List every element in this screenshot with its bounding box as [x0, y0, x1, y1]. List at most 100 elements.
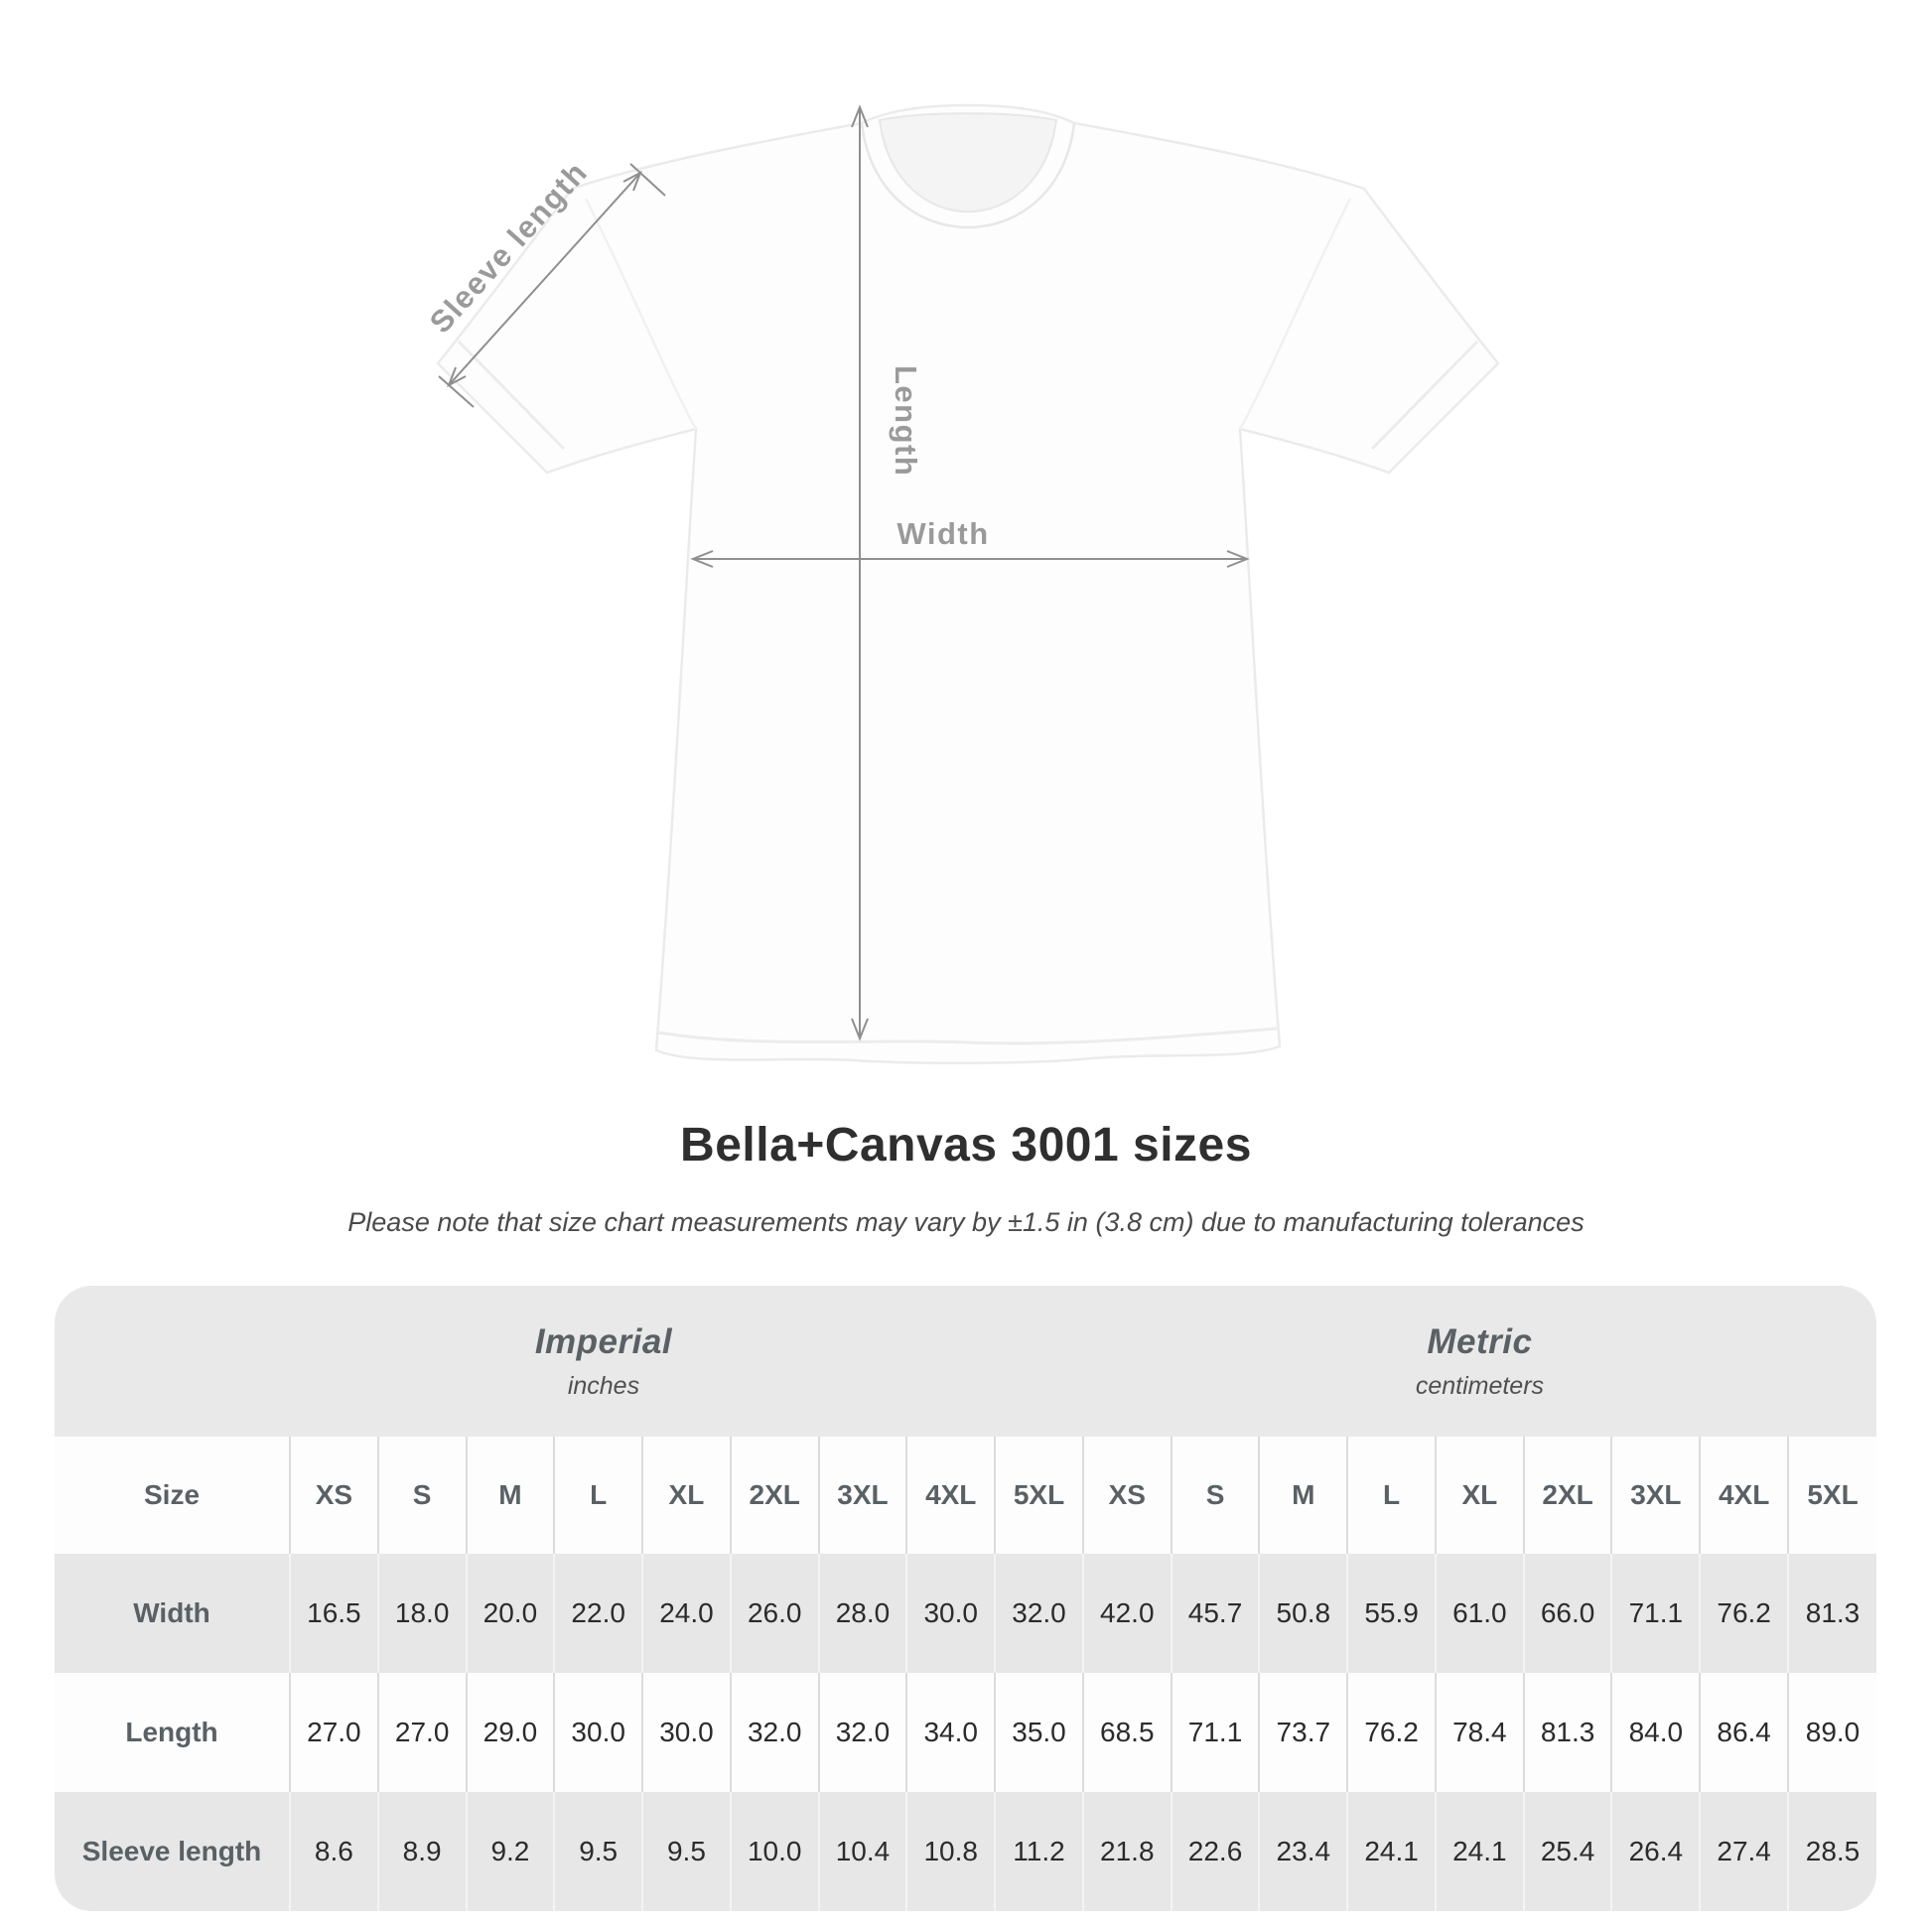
- size-table: Imperial inches Metric centimeters Size …: [55, 1286, 1876, 1911]
- value-cell: 27.4: [1699, 1792, 1789, 1911]
- value-cell: 27.0: [376, 1673, 467, 1792]
- value-cell: 9.5: [553, 1792, 643, 1911]
- size-col-header: L: [553, 1437, 643, 1554]
- metric-label: Metric: [1427, 1321, 1533, 1361]
- width-arrow-right: [1226, 550, 1250, 568]
- value-cell: 9.5: [641, 1792, 731, 1911]
- value-cell: 32.0: [994, 1554, 1083, 1673]
- row-label-sleeve-length: Sleeve length: [81, 1836, 262, 1866]
- size-col-header: 5XL: [994, 1437, 1083, 1554]
- size-col-header: L: [1346, 1437, 1436, 1554]
- length-arrow-top: [851, 104, 869, 128]
- value-cell: 24.1: [1434, 1792, 1524, 1911]
- value-cell: 20.0: [465, 1554, 555, 1673]
- value-cell: 28.5: [1787, 1792, 1876, 1911]
- value-cell: 10.4: [817, 1792, 907, 1911]
- size-col-header: XS: [289, 1437, 378, 1554]
- measurement-row: Width 16.5 18.0 20.0 22.0 24.0 26.0 28.0 30.0 32…: [55, 1554, 1876, 1673]
- value-cell: 32.0: [817, 1673, 907, 1792]
- left-cuff-fold: [457, 340, 566, 451]
- length-dimension: Length: [851, 104, 923, 1041]
- value-cell: 35.0: [994, 1673, 1083, 1792]
- size-col-header: XL: [641, 1437, 731, 1554]
- value-cell: 30.0: [905, 1554, 996, 1673]
- length-label: Length: [889, 365, 923, 477]
- measurement-row: Sleeve length 8.6 8.9 9.2 9.5 9.5 10.0 10.4 10.…: [55, 1792, 1876, 1911]
- value-cell: 8.6: [289, 1792, 378, 1911]
- size-col-header: 3XL: [817, 1437, 907, 1554]
- page-title: Bella+Canvas 3001 sizes: [680, 1119, 1252, 1172]
- size-col-header: 3XL: [1610, 1437, 1701, 1554]
- size-col-header: 2XL: [729, 1437, 819, 1554]
- size-table-container: Imperial inches Metric centimeters Size …: [55, 1286, 1876, 1911]
- value-cell: 66.0: [1522, 1554, 1612, 1673]
- length-arrow-bottom: [851, 1018, 869, 1041]
- tshirt-neck-opening: [878, 112, 1058, 213]
- value-cell: 26.4: [1610, 1792, 1701, 1911]
- tshirt-measurement-diagram: Length Width Sleeve length: [423, 103, 1500, 1065]
- measurement-row: Length 27.0 27.0 29.0 30.0 30.0 32.0 32.0 34.0 3…: [55, 1673, 1876, 1792]
- value-cell: 84.0: [1610, 1673, 1701, 1792]
- tshirt-collar-band: [860, 122, 1076, 229]
- value-cell: 29.0: [465, 1673, 555, 1792]
- value-cell: 86.4: [1699, 1673, 1789, 1792]
- value-cell: 26.0: [729, 1554, 819, 1673]
- metric-unit-label: centimeters: [1415, 1371, 1545, 1400]
- value-cell: 23.4: [1258, 1792, 1348, 1911]
- unit-header-row: Imperial inches Metric centimeters: [55, 1286, 1876, 1437]
- size-col-header: S: [376, 1437, 467, 1554]
- value-cell: 81.3: [1787, 1554, 1876, 1673]
- value-cell: 18.0: [376, 1554, 467, 1673]
- width-arrow-left: [690, 550, 714, 568]
- row-label-length: Length: [125, 1717, 218, 1747]
- value-cell: 76.2: [1699, 1554, 1789, 1673]
- tshirt-illustration: [436, 103, 1500, 1065]
- row-label-width: Width: [133, 1597, 210, 1628]
- value-cell: 8.9: [376, 1792, 467, 1911]
- size-col-header: 5XL: [1787, 1437, 1876, 1554]
- value-cell: 32.0: [729, 1673, 819, 1792]
- left-sleeve-seam: [584, 198, 698, 430]
- size-col-header: 4XL: [1699, 1437, 1789, 1554]
- value-cell: 50.8: [1258, 1554, 1348, 1673]
- value-cell: 24.0: [641, 1554, 731, 1673]
- size-col-header: XS: [1081, 1437, 1172, 1554]
- value-cell: 71.1: [1610, 1554, 1701, 1673]
- metric-group-header: Metric centimeters: [1083, 1286, 1876, 1437]
- value-cell: 25.4: [1522, 1792, 1612, 1911]
- size-col-header: S: [1170, 1437, 1260, 1554]
- value-cell: 42.0: [1081, 1554, 1172, 1673]
- value-cell: 9.2: [465, 1792, 555, 1911]
- value-cell: 81.3: [1522, 1673, 1612, 1792]
- value-cell: 22.0: [553, 1554, 643, 1673]
- value-cell: 11.2: [994, 1792, 1083, 1911]
- sleeve-cap-bottom: [438, 375, 475, 408]
- value-cell: 27.0: [289, 1673, 378, 1792]
- value-cell: 73.7: [1258, 1673, 1348, 1792]
- width-label: Width: [897, 516, 989, 551]
- right-sleeve-seam: [1238, 198, 1352, 430]
- value-cell: 71.1: [1170, 1673, 1260, 1792]
- value-cell: 30.0: [553, 1673, 643, 1792]
- imperial-unit-label: inches: [567, 1371, 640, 1400]
- value-cell: 16.5: [289, 1554, 378, 1673]
- size-col-header: 4XL: [905, 1437, 996, 1554]
- value-cell: 78.4: [1434, 1673, 1524, 1792]
- value-cell: 34.0: [905, 1673, 996, 1792]
- value-cell: 10.0: [729, 1792, 819, 1911]
- tolerance-note: Please note that size chart measurements…: [347, 1207, 1585, 1237]
- sleeve-cap-top: [629, 163, 666, 197]
- value-cell: 89.0: [1787, 1673, 1876, 1792]
- value-cell: 24.1: [1346, 1792, 1436, 1911]
- imperial-group-header: Imperial inches: [55, 1286, 1083, 1437]
- imperial-label: Imperial: [534, 1321, 673, 1361]
- size-col-header: M: [1258, 1437, 1348, 1554]
- value-cell: 22.6: [1170, 1792, 1260, 1911]
- right-cuff-fold: [1370, 340, 1479, 451]
- value-cell: 30.0: [641, 1673, 731, 1792]
- value-cell: 55.9: [1346, 1554, 1436, 1673]
- size-col-header: M: [465, 1437, 555, 1554]
- value-cell: 76.2: [1346, 1673, 1436, 1792]
- tshirt-body: [436, 103, 1500, 1065]
